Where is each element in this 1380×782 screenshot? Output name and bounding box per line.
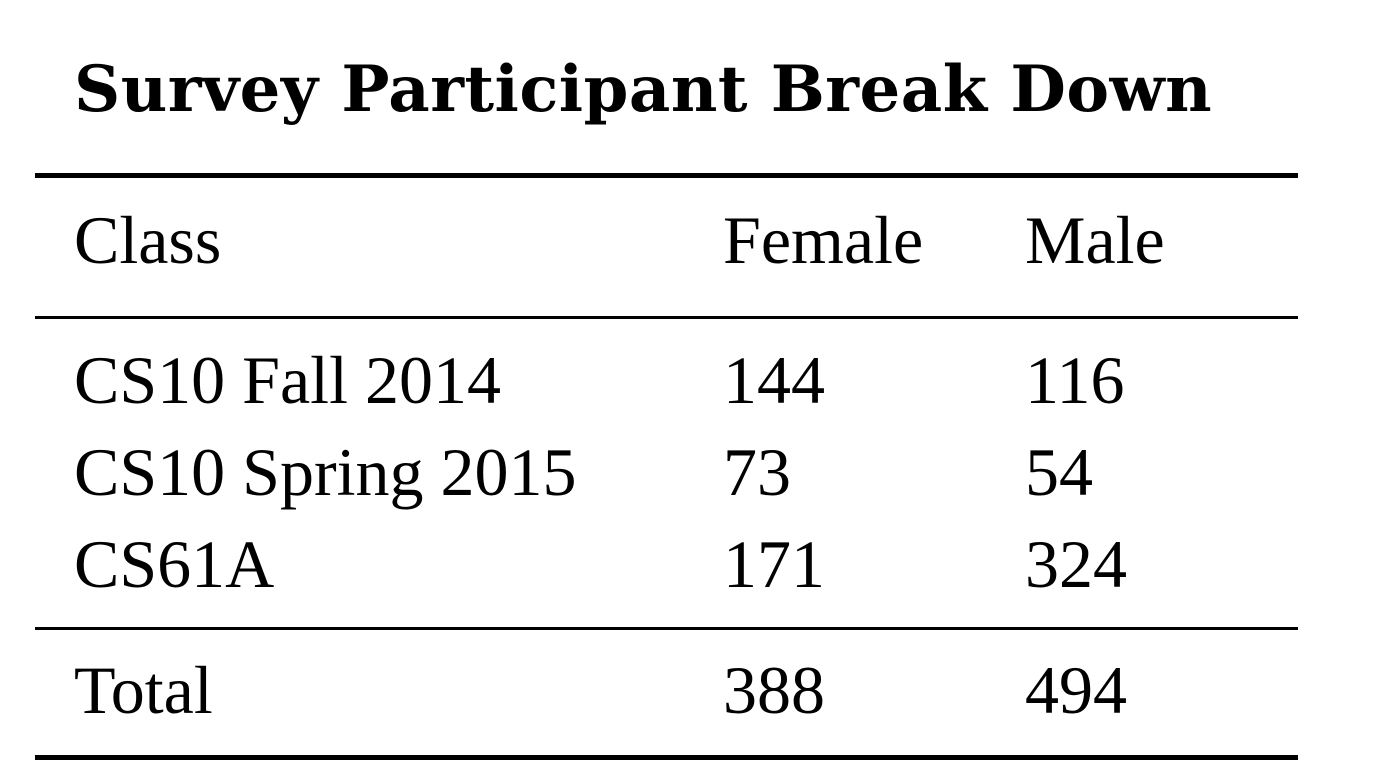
header-male: Male <box>1025 202 1165 278</box>
total-rule <box>35 627 1298 630</box>
total-female: 388 <box>723 652 825 728</box>
row-female-cell: 73 <box>723 434 791 510</box>
header-rule <box>35 316 1298 319</box>
row-class-cell: CS10 Spring 2015 <box>74 434 577 510</box>
row-female-cell: 171 <box>723 526 825 602</box>
header-female: Female <box>723 202 924 278</box>
header-class: Class <box>74 202 222 278</box>
bottom-rule <box>35 755 1298 760</box>
row-class-cell: CS10 Fall 2014 <box>74 342 501 418</box>
total-male: 494 <box>1025 652 1127 728</box>
total-label: Total <box>74 652 213 728</box>
table-title: Survey Participant Break Down <box>74 52 1213 127</box>
top-rule <box>35 173 1298 178</box>
row-male-cell: 116 <box>1025 342 1125 418</box>
row-male-cell: 54 <box>1025 434 1093 510</box>
row-class-cell: CS61A <box>74 526 275 602</box>
row-female-cell: 144 <box>723 342 825 418</box>
row-male-cell: 324 <box>1025 526 1127 602</box>
